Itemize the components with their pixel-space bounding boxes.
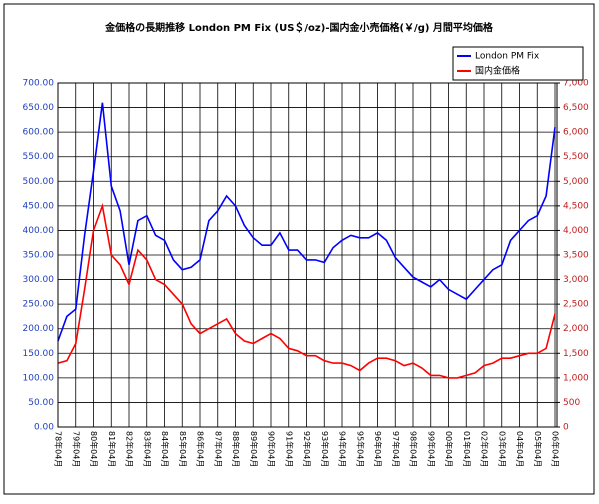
y-tick-label: 150.00: [23, 349, 55, 359]
plot-border: [57, 82, 558, 428]
y-tick-label: 0.00: [34, 423, 54, 433]
y2-tick-label: 4,500: [563, 201, 589, 211]
x-tick-label: 90年04月: [267, 431, 277, 467]
x-tick-label: 98年04月: [409, 431, 419, 467]
x-tick-label: 06年04月: [551, 431, 561, 467]
y2-tick-label: 6,500: [563, 103, 589, 113]
x-tick-label: 86年04月: [196, 431, 206, 467]
y2-tick-label: 5,000: [563, 177, 589, 187]
x-tick-label: 01年04月: [462, 431, 472, 467]
y-tick-label: 700.00: [23, 79, 55, 89]
y2-tick-label: 3,000: [563, 275, 589, 285]
y2-tick-label: 2,500: [563, 300, 589, 310]
x-tick-label: 97年04月: [391, 431, 401, 467]
x-tick-label: 99年04月: [426, 431, 436, 467]
x-tick-label: 84年04月: [160, 431, 170, 467]
y2-tick-label: 0: [563, 423, 569, 433]
x-tick-label: 89年04月: [249, 431, 259, 467]
y-tick-label: 400.00: [23, 226, 55, 236]
legend-box: [452, 46, 584, 81]
legend-label: London PM Fix: [475, 52, 540, 62]
series-line: [57, 202, 556, 379]
x-tick-label: 88年04月: [231, 431, 241, 467]
y2-tick-label: 7,000: [563, 79, 589, 89]
y-tick-label: 350.00: [23, 251, 55, 261]
y2-tick-label: 1,500: [563, 349, 589, 359]
x-tick-label: 83年04月: [142, 431, 152, 467]
y-tick-label: 550.00: [23, 152, 55, 162]
x-tick-label: 92年04月: [302, 431, 312, 467]
chart-title: 金価格の長期推移 London PM Fix (US＄/oz)-国内金小売価格(…: [104, 21, 494, 34]
y2-tick-label: 500: [563, 398, 580, 408]
y2-tick-label: 6,000: [563, 128, 589, 138]
x-tick-label: 05年04月: [533, 431, 543, 467]
y-tick-label: 50.00: [28, 398, 54, 408]
x-tick-label: 96年04月: [373, 431, 383, 467]
y2-tick-label: 3,500: [563, 251, 589, 261]
x-tick-label: 00年04月: [444, 431, 454, 467]
x-tick-label: 02年04月: [480, 431, 490, 467]
y-tick-label: 650.00: [23, 103, 55, 113]
x-tick-label: 80年04月: [89, 431, 99, 467]
y-tick-label: 450.00: [23, 201, 55, 211]
y2-tick-label: 4,000: [563, 226, 589, 236]
y-tick-label: 250.00: [23, 300, 55, 310]
y2-tick-label: 2,000: [563, 324, 589, 334]
x-tick-label: 81年04月: [107, 431, 117, 467]
x-tick-label: 03年04月: [497, 431, 507, 467]
x-tick-label: 87年04月: [213, 431, 223, 467]
x-tick-label: 79年04月: [71, 431, 81, 467]
x-tick-label: 85年04月: [178, 431, 188, 467]
y-tick-label: 600.00: [23, 128, 55, 138]
y2-tick-label: 1,000: [563, 373, 589, 383]
x-tick-label: 82年04月: [125, 431, 135, 467]
x-tick-label: 78年04月: [54, 431, 64, 467]
y2-tick-label: 5,500: [563, 152, 589, 162]
x-tick-label: 04年04月: [515, 431, 525, 467]
series-line: [57, 102, 556, 342]
y-tick-label: 500.00: [23, 177, 55, 187]
x-tick-label: 95年04月: [355, 431, 365, 467]
legend-label: 国内金価格: [475, 65, 520, 77]
x-tick-label: 93年04月: [320, 431, 330, 467]
x-tick-label: 91年04月: [284, 431, 294, 467]
y-tick-label: 200.00: [23, 324, 55, 334]
y-tick-label: 300.00: [23, 275, 55, 285]
x-tick-label: 94年04月: [338, 431, 348, 467]
y-tick-label: 100.00: [23, 373, 55, 383]
